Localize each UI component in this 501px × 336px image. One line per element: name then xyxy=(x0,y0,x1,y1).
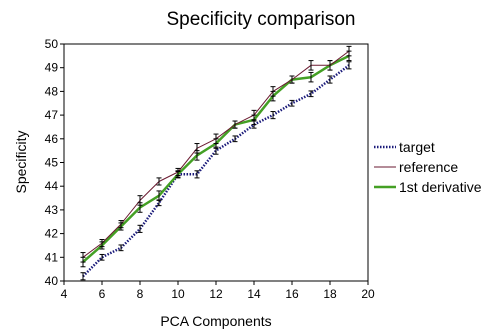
y-tick-label: 44 xyxy=(45,179,59,193)
x-tick-label: 4 xyxy=(61,287,68,301)
y-tick-label: 46 xyxy=(45,132,59,146)
y-tick-label: 40 xyxy=(45,274,59,288)
y-tick-label: 45 xyxy=(45,156,59,170)
x-tick-label: 16 xyxy=(285,287,299,301)
legend-label: reference xyxy=(399,159,458,175)
plot-frame xyxy=(63,43,369,282)
y-tick-label: 50 xyxy=(45,37,59,51)
y-axis-label: Specificity xyxy=(13,130,29,193)
x-tick-label: 20 xyxy=(361,287,375,301)
y-tick-label: 43 xyxy=(45,203,59,217)
x-axis-label: PCA Components xyxy=(160,313,271,329)
y-tick-label: 41 xyxy=(45,250,59,264)
legend-label: target xyxy=(399,139,435,155)
x-tick-label: 14 xyxy=(247,287,261,301)
series-line-target xyxy=(82,64,350,278)
chart-title: Specificity comparison xyxy=(166,9,355,30)
y-tick-label: 49 xyxy=(45,61,59,75)
legend: target reference 1st derivative xyxy=(374,139,482,195)
y-tick-label: 47 xyxy=(45,108,59,122)
x-tick-label: 6 xyxy=(99,287,106,301)
y-tick-label: 48 xyxy=(45,84,59,98)
x-tick-label: 18 xyxy=(323,287,337,301)
x-tick-label: 12 xyxy=(209,287,223,301)
series-line-1st-derivative xyxy=(82,54,350,263)
legend-label: 1st derivative xyxy=(399,179,482,195)
y-tick-label: 42 xyxy=(45,227,59,241)
x-tick-label: 10 xyxy=(171,287,185,301)
x-tick-label: 8 xyxy=(137,287,144,301)
